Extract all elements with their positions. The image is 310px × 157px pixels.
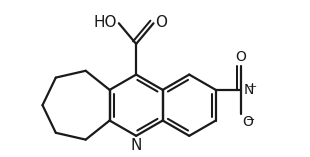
Text: N: N <box>243 83 254 97</box>
Text: −: − <box>246 115 255 125</box>
Text: N: N <box>131 138 142 153</box>
Text: +: + <box>247 82 257 92</box>
Text: O: O <box>156 15 167 30</box>
Text: O: O <box>242 115 253 129</box>
Text: O: O <box>236 50 246 64</box>
Text: HO: HO <box>94 15 117 30</box>
